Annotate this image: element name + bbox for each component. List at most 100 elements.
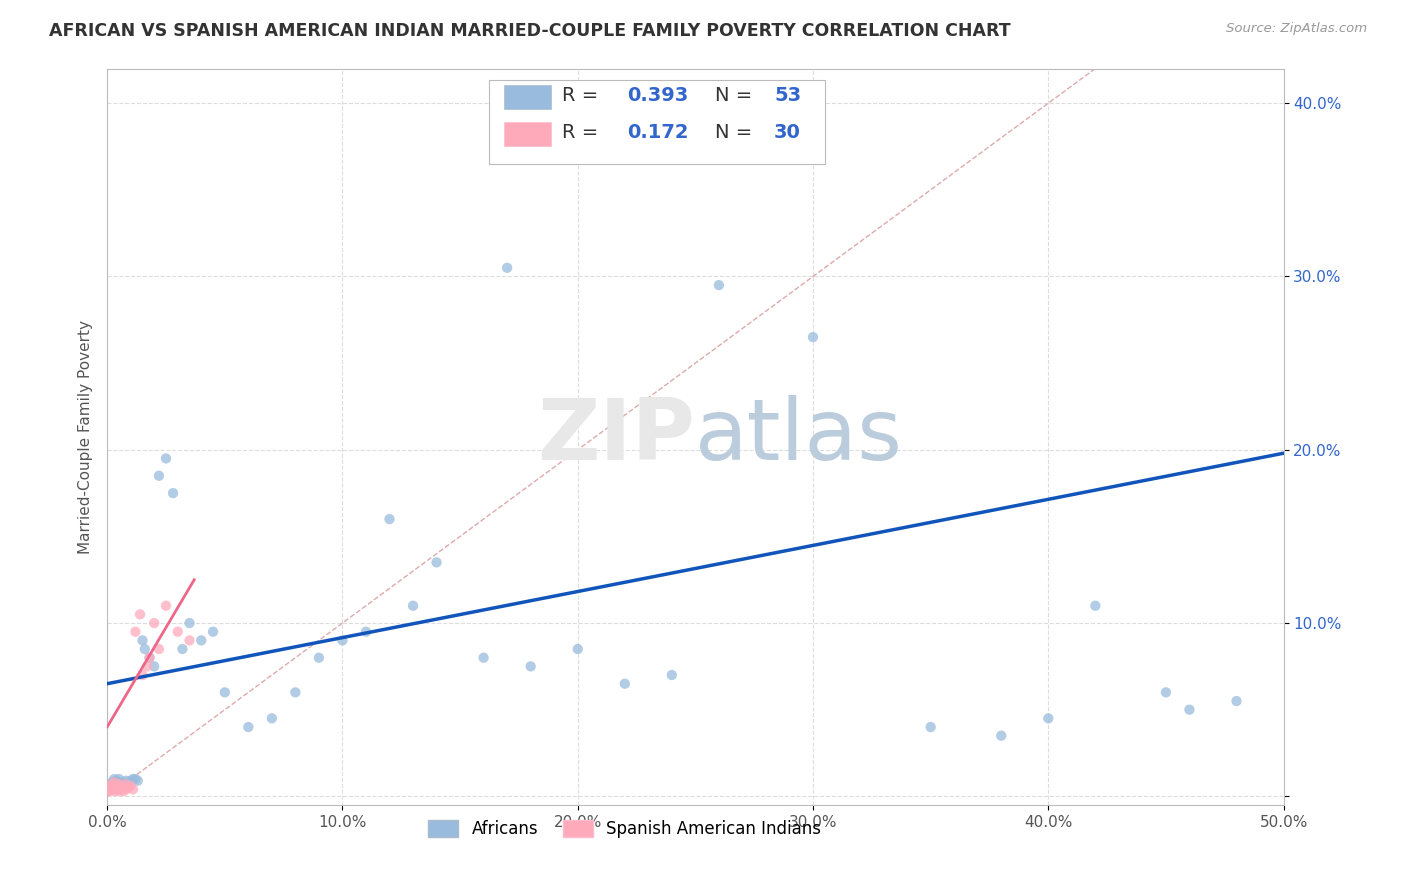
Point bbox=[148, 468, 170, 483]
Point bbox=[115, 777, 138, 791]
Point bbox=[98, 780, 121, 795]
Point bbox=[661, 668, 683, 682]
Text: 30: 30 bbox=[775, 123, 801, 142]
Point bbox=[105, 779, 128, 793]
Point bbox=[117, 780, 139, 795]
Text: Source: ZipAtlas.com: Source: ZipAtlas.com bbox=[1226, 22, 1367, 36]
Point bbox=[214, 685, 236, 699]
Text: 53: 53 bbox=[775, 87, 801, 105]
Point bbox=[155, 451, 177, 466]
Point bbox=[202, 624, 225, 639]
Point bbox=[707, 278, 730, 293]
Point bbox=[101, 777, 124, 791]
Point bbox=[112, 784, 135, 798]
Point bbox=[166, 624, 188, 639]
Point bbox=[108, 777, 131, 791]
Point bbox=[172, 642, 194, 657]
Text: R =: R = bbox=[562, 123, 612, 142]
Point bbox=[148, 642, 170, 657]
Point bbox=[1084, 599, 1107, 613]
Point bbox=[402, 599, 425, 613]
Point bbox=[110, 779, 132, 793]
Point bbox=[103, 779, 125, 793]
Point bbox=[115, 773, 138, 788]
FancyBboxPatch shape bbox=[503, 86, 551, 109]
Point bbox=[378, 512, 401, 526]
Point bbox=[124, 772, 146, 786]
Point bbox=[332, 633, 354, 648]
Point bbox=[98, 784, 121, 798]
Point bbox=[112, 780, 135, 795]
Text: N =: N = bbox=[716, 87, 759, 105]
Point bbox=[108, 784, 131, 798]
Point bbox=[129, 607, 152, 622]
Point bbox=[284, 685, 307, 699]
Point bbox=[101, 775, 124, 789]
Point bbox=[238, 720, 260, 734]
Point bbox=[519, 659, 541, 673]
Point bbox=[101, 782, 124, 797]
Point bbox=[112, 775, 135, 789]
Point bbox=[122, 772, 145, 786]
Point bbox=[260, 711, 283, 725]
Point bbox=[162, 486, 184, 500]
Point bbox=[110, 782, 132, 797]
Point bbox=[124, 624, 146, 639]
Point bbox=[308, 650, 330, 665]
Point bbox=[117, 777, 139, 791]
Point bbox=[134, 642, 156, 657]
Point bbox=[105, 773, 128, 788]
Point bbox=[131, 668, 153, 682]
Point bbox=[105, 782, 128, 797]
Point bbox=[110, 777, 132, 791]
Point bbox=[1178, 703, 1201, 717]
Point bbox=[472, 650, 495, 665]
Text: ZIP: ZIP bbox=[537, 395, 696, 478]
Point bbox=[354, 624, 377, 639]
Point bbox=[1154, 685, 1177, 699]
FancyBboxPatch shape bbox=[489, 79, 825, 164]
Legend: Africans, Spanish American Indians: Africans, Spanish American Indians bbox=[422, 813, 828, 845]
Point bbox=[105, 779, 128, 793]
Point bbox=[425, 555, 447, 569]
Point bbox=[613, 676, 636, 690]
Point bbox=[179, 633, 201, 648]
Point bbox=[108, 775, 131, 789]
Point bbox=[103, 784, 125, 798]
Point bbox=[127, 773, 149, 788]
Y-axis label: Married-Couple Family Poverty: Married-Couple Family Poverty bbox=[79, 319, 93, 554]
Point bbox=[920, 720, 942, 734]
Point bbox=[143, 659, 166, 673]
Text: N =: N = bbox=[716, 123, 759, 142]
Text: R =: R = bbox=[562, 87, 605, 105]
Point bbox=[179, 615, 201, 630]
Point bbox=[115, 782, 138, 797]
Point bbox=[120, 773, 142, 788]
Point bbox=[122, 782, 145, 797]
Text: 0.393: 0.393 bbox=[627, 87, 689, 105]
Point bbox=[801, 330, 824, 344]
Point bbox=[103, 777, 125, 791]
Point bbox=[138, 650, 160, 665]
Text: atlas: atlas bbox=[696, 395, 904, 478]
Point bbox=[138, 650, 160, 665]
Point bbox=[190, 633, 212, 648]
Point bbox=[108, 772, 131, 786]
Point bbox=[98, 780, 121, 795]
Point bbox=[990, 729, 1012, 743]
Point bbox=[143, 615, 166, 630]
Point bbox=[136, 659, 159, 673]
FancyBboxPatch shape bbox=[503, 122, 551, 146]
Point bbox=[567, 642, 589, 657]
Point bbox=[155, 599, 177, 613]
Point bbox=[496, 260, 519, 275]
Point bbox=[1225, 694, 1247, 708]
Point bbox=[101, 779, 124, 793]
Point bbox=[103, 775, 125, 789]
Text: 0.172: 0.172 bbox=[627, 123, 689, 142]
Point bbox=[1038, 711, 1060, 725]
Text: AFRICAN VS SPANISH AMERICAN INDIAN MARRIED-COUPLE FAMILY POVERTY CORRELATION CHA: AFRICAN VS SPANISH AMERICAN INDIAN MARRI… bbox=[49, 22, 1011, 40]
Point bbox=[103, 772, 125, 786]
Point bbox=[131, 633, 153, 648]
Point bbox=[120, 779, 142, 793]
